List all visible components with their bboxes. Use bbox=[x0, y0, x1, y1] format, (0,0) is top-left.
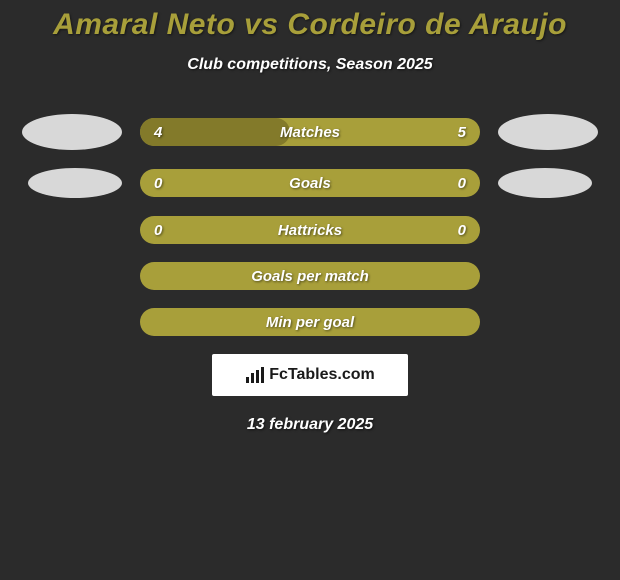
stat-bar-goals-per-match: Goals per match bbox=[140, 262, 480, 290]
stat-bar-goals: 0 Goals 0 bbox=[140, 169, 480, 197]
stat-bar-matches: 4 Matches 5 bbox=[140, 118, 480, 146]
stat-right-value: 5 bbox=[458, 124, 466, 141]
stat-row-mpg: Min per goal bbox=[0, 308, 620, 336]
stat-row-goals: 0 Goals 0 bbox=[0, 168, 620, 198]
page-title: Amaral Neto vs Cordeiro de Araujo bbox=[0, 8, 620, 42]
player-right-avatar bbox=[498, 114, 598, 150]
stat-row-gpm: Goals per match bbox=[0, 262, 620, 290]
stat-row-hattricks: 0 Hattricks 0 bbox=[0, 216, 620, 244]
player-left-avatar-small bbox=[28, 168, 122, 198]
page-subtitle: Club competitions, Season 2025 bbox=[0, 56, 620, 74]
stat-right-value: 0 bbox=[458, 222, 466, 239]
player-right-avatar-small bbox=[498, 168, 592, 198]
fctables-logo[interactable]: FcTables.com bbox=[212, 354, 408, 396]
stat-label: Goals bbox=[289, 175, 331, 192]
stat-bar-hattricks: 0 Hattricks 0 bbox=[140, 216, 480, 244]
stat-bar-min-per-goal: Min per goal bbox=[140, 308, 480, 336]
stat-label: Goals per match bbox=[251, 268, 369, 285]
stat-left-value: 4 bbox=[154, 124, 162, 141]
player-left-avatar bbox=[22, 114, 122, 150]
stat-left-value: 0 bbox=[154, 175, 162, 192]
bar-chart-icon bbox=[245, 367, 265, 383]
stat-row-matches: 4 Matches 5 bbox=[0, 114, 620, 150]
stat-label: Min per goal bbox=[266, 314, 354, 331]
date-text: 13 february 2025 bbox=[0, 416, 620, 434]
stat-label: Matches bbox=[280, 124, 340, 141]
logo-text: FcTables.com bbox=[269, 366, 375, 384]
stat-right-value: 0 bbox=[458, 175, 466, 192]
comparison-container: Amaral Neto vs Cordeiro de Araujo Club c… bbox=[0, 0, 620, 434]
stat-left-value: 0 bbox=[154, 222, 162, 239]
stat-label: Hattricks bbox=[278, 222, 342, 239]
